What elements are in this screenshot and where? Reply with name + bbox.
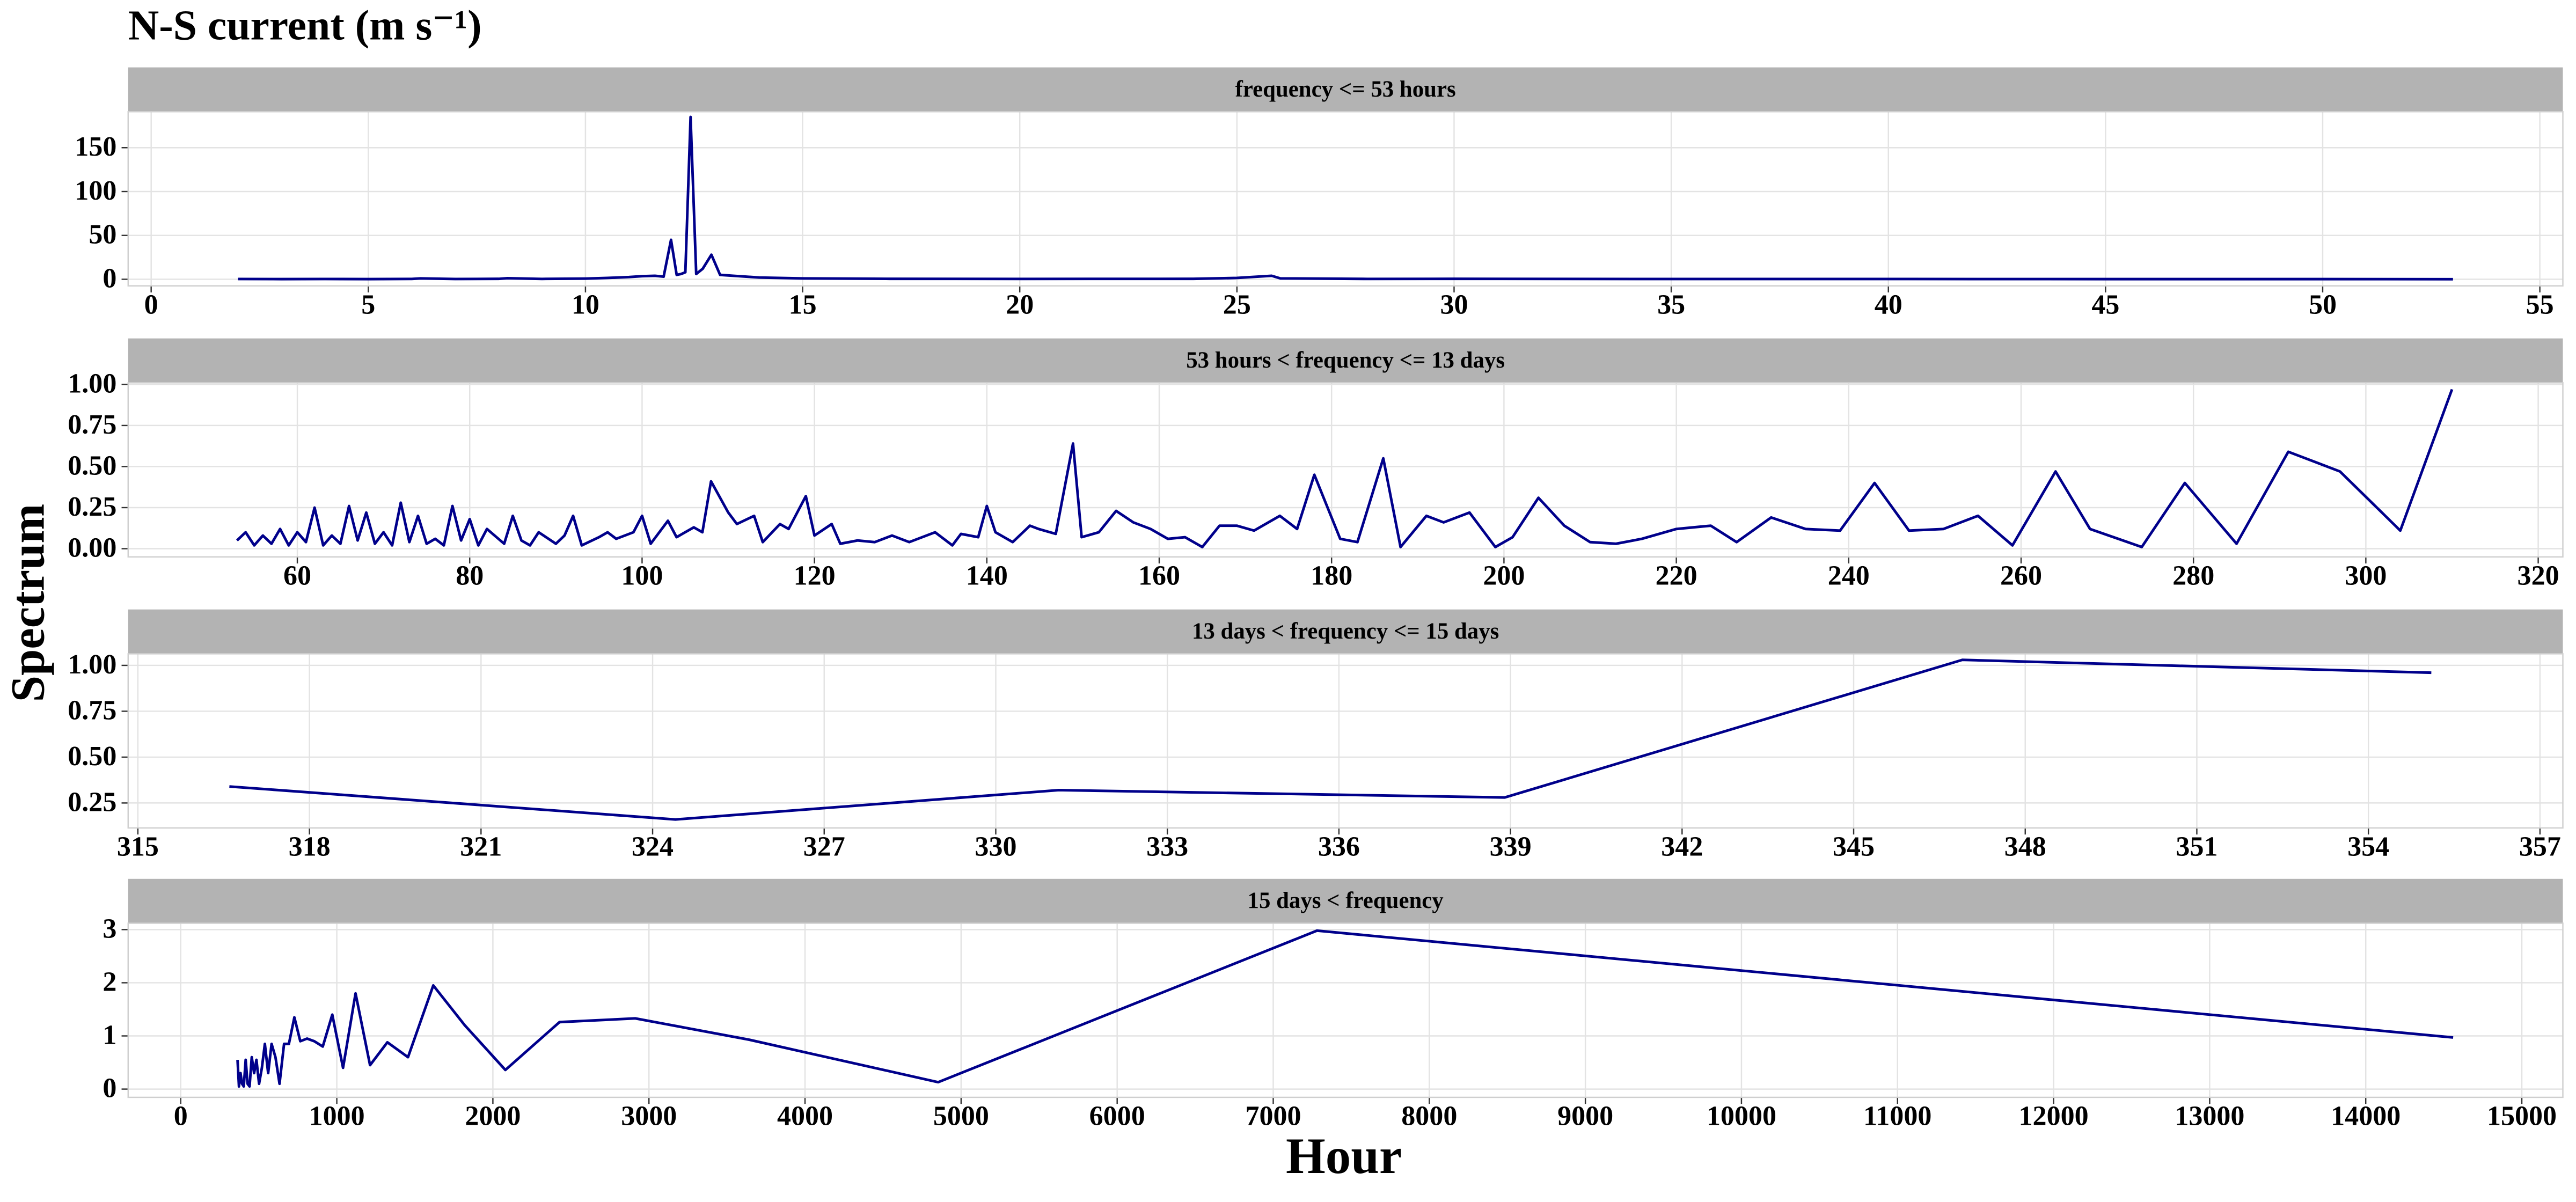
y-axis-label: Spectrum: [2, 504, 55, 702]
facet-strip: [128, 878, 2563, 924]
y-tick-label: 3: [103, 913, 116, 944]
x-tick-label: 333: [1146, 832, 1188, 862]
x-tick-label: 12000: [2019, 1101, 2089, 1132]
x-tick-label: 260: [2000, 561, 2042, 591]
y-tick-label: 0.75: [68, 409, 116, 440]
data-line: [238, 115, 2453, 281]
plot-border: [127, 653, 2564, 829]
facet-strip: [128, 609, 2563, 654]
x-tick-label: 120: [794, 561, 836, 591]
plot-background: [128, 383, 2563, 557]
x-tick-label: 342: [1661, 832, 1703, 862]
x-tick-label: 9000: [1557, 1101, 1613, 1132]
x-tick-label: 357: [2519, 832, 2561, 862]
x-tick-label: 240: [1828, 561, 1870, 591]
x-tick-label: 80: [456, 561, 484, 591]
x-tick-label: 300: [2345, 561, 2387, 591]
y-tick-label: 100: [75, 175, 116, 206]
facet-label: 13 days < frequency <= 15 days: [1192, 619, 1499, 644]
x-tick-label: 15000: [2487, 1101, 2557, 1132]
x-tick-label: 0: [144, 289, 158, 320]
x-tick-label: 35: [1657, 289, 1685, 320]
x-tick-label: 14000: [2331, 1101, 2401, 1132]
x-tick-label: 2000: [465, 1101, 521, 1132]
x-tick-label: 8000: [1401, 1101, 1457, 1132]
x-tick-label: 280: [2172, 561, 2214, 591]
y-tick-label: 50: [89, 219, 116, 250]
x-tick-label: 315: [117, 832, 159, 862]
y-tick-label: 0.00: [68, 532, 116, 563]
x-tick-label: 327: [803, 832, 845, 862]
facet-strip: [128, 338, 2563, 383]
y-tick-label: 0.25: [68, 787, 116, 817]
x-tick-label: 45: [2091, 289, 2119, 320]
facet-label: 15 days < frequency: [1248, 888, 1444, 913]
x-tick-label: 13000: [2175, 1101, 2244, 1132]
facet-label: 53 hours < frequency <= 13 days: [1186, 348, 1505, 373]
x-tick-label: 318: [289, 832, 331, 862]
x-tick-label: 345: [1833, 832, 1875, 862]
facet-label: frequency <= 53 hours: [1235, 77, 1456, 102]
x-tick-label: 5: [361, 289, 375, 320]
x-tick-label: 20: [1006, 289, 1034, 320]
plot-border: [127, 922, 2564, 1098]
x-tick-label: 180: [1311, 561, 1352, 591]
x-tick-label: 354: [2347, 832, 2389, 862]
x-axis-label: Hour: [1286, 1127, 1402, 1184]
x-tick-label: 50: [2309, 289, 2337, 320]
y-tick-label: 1.00: [68, 368, 116, 399]
x-tick-label: 100: [621, 561, 663, 591]
y-tick-label: 0.50: [68, 741, 116, 772]
y-tick-label: 1.00: [68, 649, 116, 680]
x-tick-label: 3000: [621, 1101, 677, 1132]
x-tick-label: 40: [1875, 289, 1902, 320]
y-tick-label: 0.75: [68, 695, 116, 725]
chart-title: N-S current (m s⁻¹): [128, 2, 482, 49]
plot-border: [127, 111, 2564, 287]
x-tick-label: 5000: [933, 1101, 989, 1132]
plot-background: [128, 654, 2563, 828]
x-tick-label: 351: [2176, 832, 2218, 862]
x-tick-label: 7000: [1245, 1101, 1301, 1132]
plot-border: [127, 382, 2564, 558]
x-tick-label: 1000: [309, 1101, 365, 1132]
x-tick-label: 25: [1223, 289, 1251, 320]
x-tick-label: 321: [460, 832, 502, 862]
x-tick-label: 330: [975, 832, 1016, 862]
x-tick-label: 11000: [1863, 1101, 1931, 1132]
x-tick-label: 200: [1483, 561, 1525, 591]
x-tick-label: 15: [789, 289, 817, 320]
x-tick-label: 339: [1490, 832, 1532, 862]
x-tick-label: 320: [2518, 561, 2559, 591]
y-tick-label: 0: [103, 263, 116, 294]
y-tick-label: 1: [103, 1020, 116, 1051]
x-tick-label: 324: [632, 832, 674, 862]
y-tick-label: 2: [103, 966, 116, 997]
x-tick-label: 10: [572, 289, 599, 320]
plot-background: [128, 112, 2563, 286]
x-tick-label: 55: [2526, 289, 2554, 320]
x-tick-label: 4000: [777, 1101, 833, 1132]
data-line: [229, 658, 2432, 821]
y-tick-label: 150: [75, 131, 116, 162]
x-tick-label: 140: [966, 561, 1008, 591]
x-tick-label: 10000: [1707, 1101, 1776, 1132]
x-tick-label: 30: [1440, 289, 1468, 320]
x-tick-label: 348: [2004, 832, 2046, 862]
x-tick-label: 60: [283, 561, 311, 591]
x-tick-label: 220: [1656, 561, 1697, 591]
data-line: [236, 929, 2454, 1088]
x-tick-label: 336: [1318, 832, 1360, 862]
x-tick-label: 6000: [1089, 1101, 1145, 1132]
x-tick-label: 160: [1138, 561, 1180, 591]
facet-strip: [128, 67, 2563, 112]
y-tick-label: 0.25: [68, 492, 116, 522]
data-line: [236, 389, 2454, 548]
y-tick-label: 0: [103, 1073, 116, 1104]
x-tick-label: 0: [174, 1101, 188, 1132]
y-tick-label: 0.50: [68, 450, 116, 481]
